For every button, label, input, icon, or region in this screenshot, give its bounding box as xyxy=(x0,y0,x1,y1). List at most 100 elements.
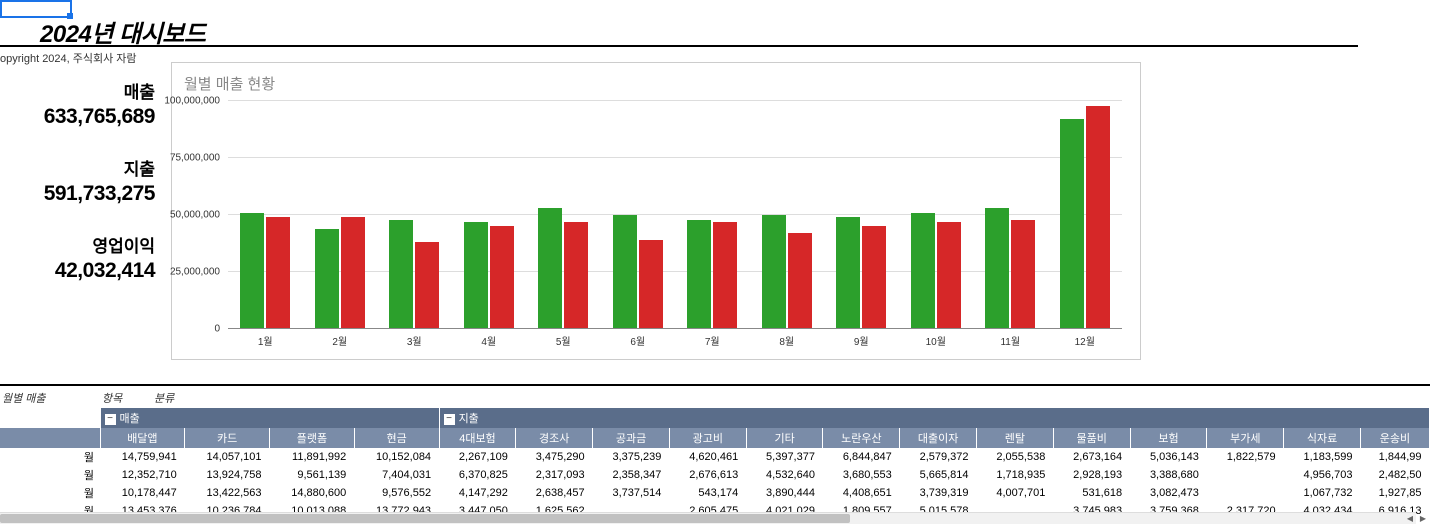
table-column-header[interactable]: 4대보험 xyxy=(439,428,516,448)
table-meta-category: 분류 xyxy=(154,390,174,406)
chart-bar xyxy=(266,217,290,329)
table-column-header[interactable]: 카드 xyxy=(185,428,270,448)
table-cell: 4,532,640 xyxy=(746,466,823,484)
table-cell: 10,178,447 xyxy=(100,484,185,502)
chart-x-tick-label: 6월 xyxy=(630,333,645,348)
table-cell: 6,844,847 xyxy=(823,448,900,466)
table-column-header[interactable]: 보험 xyxy=(1130,428,1207,448)
chart-title: 월별 매출 현황 xyxy=(184,73,275,94)
table-cell: 1,183,599 xyxy=(1284,448,1361,466)
chart-bar-group: 2월 xyxy=(315,217,365,329)
table-column-header[interactable]: 대출이자 xyxy=(900,428,977,448)
chart-bar xyxy=(341,217,365,329)
chart-bar xyxy=(836,217,860,329)
table-cell: 1,822,579 xyxy=(1207,448,1284,466)
table-group-header[interactable]: −매출 xyxy=(100,408,439,428)
section-divider xyxy=(0,384,1430,386)
chart-x-tick-label: 10월 xyxy=(926,333,946,348)
table-cell: 4,147,292 xyxy=(439,484,516,502)
table-cell: 2,267,109 xyxy=(439,448,516,466)
chart-bar xyxy=(389,220,413,329)
dashboard-year: 2024 xyxy=(40,21,91,48)
table-column-header[interactable]: 부가세 xyxy=(1207,428,1284,448)
table-meta-row: 월별 매출 항목 분류 xyxy=(0,388,1430,408)
scroll-left-icon[interactable]: ◀ xyxy=(1404,513,1416,524)
table-column-header[interactable]: 노란우산 xyxy=(823,428,900,448)
data-table-section: 월별 매출 항목 분류 −매출−지출배달앱카드플랫폼현금4대보험경조사공과금광고… xyxy=(0,388,1430,520)
table-cell: 3,737,514 xyxy=(593,484,670,502)
table-row: 월10,178,44713,422,56314,880,6009,576,552… xyxy=(0,484,1430,502)
table-column-header[interactable]: 공과금 xyxy=(593,428,670,448)
chart-bar xyxy=(937,222,961,329)
table-cell: 3,388,680 xyxy=(1130,466,1207,484)
chart-x-tick-label: 7월 xyxy=(705,333,720,348)
table-cell: 10,152,084 xyxy=(354,448,439,466)
metric-expense-label: 지출 xyxy=(0,155,155,180)
metric-revenue-value: 633,765,689 xyxy=(0,105,155,129)
table-cell: 2,928,193 xyxy=(1053,466,1130,484)
chart-x-tick-label: 3월 xyxy=(407,333,422,348)
table-column-header[interactable]: 물품비 xyxy=(1053,428,1130,448)
horizontal-scrollbar[interactable]: ◀ ▶ xyxy=(0,512,1416,524)
chart-x-tick-label: 8월 xyxy=(779,333,794,348)
table-cell: 14,057,101 xyxy=(185,448,270,466)
table-cell: 3,890,444 xyxy=(746,484,823,502)
chart-bar xyxy=(985,208,1009,329)
scroll-right-icon[interactable]: ▶ xyxy=(1417,513,1429,524)
copyright-text: opyright 2024, 주식회사 자람 xyxy=(0,50,137,66)
table-column-header[interactable]: 운송비 xyxy=(1360,428,1429,448)
chart-bar xyxy=(240,213,264,329)
table-cell: 5,665,814 xyxy=(900,466,977,484)
table-column-header[interactable]: 현금 xyxy=(354,428,439,448)
table-cell: 3,739,319 xyxy=(900,484,977,502)
monthly-revenue-chart: 월별 매출 현황 025,000,00050,000,00075,000,000… xyxy=(171,62,1141,360)
table-cell: 5,397,377 xyxy=(746,448,823,466)
table-cell: 3,375,239 xyxy=(593,448,670,466)
metric-expense-value: 591,733,275 xyxy=(0,182,155,206)
chart-bar-group: 8월 xyxy=(762,215,812,329)
table-meta-period: 월별 매출 xyxy=(0,390,102,406)
chart-bar xyxy=(713,222,737,329)
table-cell: 2,055,538 xyxy=(977,448,1054,466)
table-cell: 4,956,703 xyxy=(1284,466,1361,484)
table-cell: 543,174 xyxy=(669,484,746,502)
chart-bar xyxy=(1086,106,1110,329)
table-cell: 4,007,701 xyxy=(977,484,1054,502)
table-cell: 9,561,139 xyxy=(270,466,355,484)
chart-bar xyxy=(788,233,812,329)
table-month-cell: 월 xyxy=(0,448,100,466)
table-column-header[interactable]: 배달앱 xyxy=(100,428,185,448)
metric-profit: 영업이익 42,032,414 xyxy=(0,232,155,283)
chart-bar-group: 10월 xyxy=(911,213,961,329)
chart-bar xyxy=(639,240,663,329)
chart-bar xyxy=(564,222,588,329)
table-cell: 2,676,613 xyxy=(669,466,746,484)
scrollbar-thumb[interactable] xyxy=(0,514,850,523)
table-cell: 3,082,473 xyxy=(1130,484,1207,502)
chart-x-tick-label: 11월 xyxy=(1000,333,1020,348)
chart-y-tick-label: 25,000,000 xyxy=(170,267,220,278)
chart-bars: 1월2월3월4월5월6월7월8월9월10월11월12월 xyxy=(228,101,1122,329)
table-group-header[interactable]: −지출 xyxy=(439,408,1429,428)
chart-x-tick-label: 2월 xyxy=(332,333,347,348)
table-cell: 1,718,935 xyxy=(977,466,1054,484)
table-cell: 12,352,710 xyxy=(100,466,185,484)
table-column-header[interactable]: 식자료 xyxy=(1284,428,1361,448)
table-cell: 13,422,563 xyxy=(185,484,270,502)
collapse-icon[interactable]: − xyxy=(105,414,116,425)
table-cell: 2,579,372 xyxy=(900,448,977,466)
table-cell: 2,317,093 xyxy=(516,466,593,484)
table-column-header[interactable]: 광고비 xyxy=(669,428,746,448)
table-column-header[interactable]: 기타 xyxy=(746,428,823,448)
chart-bar-group: 4월 xyxy=(464,222,514,329)
dashboard-title: 2024년 대시보드 xyxy=(40,14,205,49)
chart-x-tick-label: 12월 xyxy=(1075,333,1095,348)
collapse-icon[interactable]: − xyxy=(444,414,455,425)
table-column-header[interactable]: 플랫폼 xyxy=(270,428,355,448)
table-cell: 531,618 xyxy=(1053,484,1130,502)
table-cell: 2,482,50 xyxy=(1360,466,1429,484)
cell-cursor[interactable] xyxy=(0,0,72,18)
table-column-header[interactable]: 렌탈 xyxy=(977,428,1054,448)
table-column-header[interactable]: 경조사 xyxy=(516,428,593,448)
chart-y-tick-label: 50,000,000 xyxy=(170,210,220,221)
